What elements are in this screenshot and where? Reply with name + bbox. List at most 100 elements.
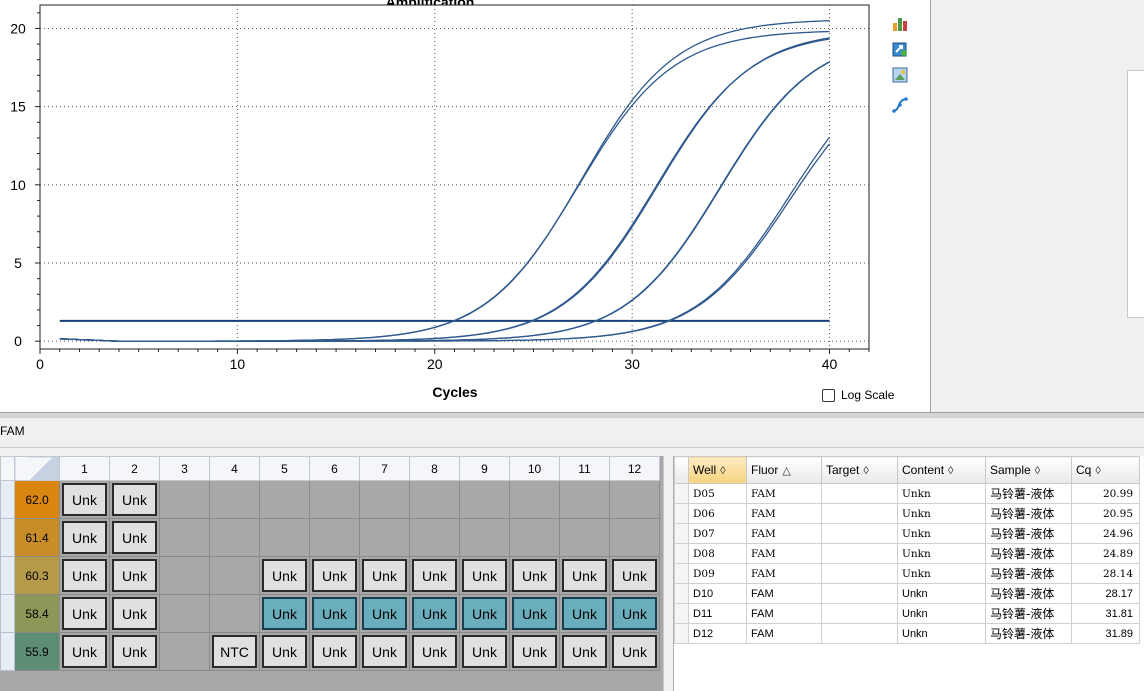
plate-well-cell[interactable] [209,480,260,519]
plate-well[interactable]: Unk [562,635,607,668]
plate-well-cell[interactable]: Unk [359,632,410,671]
plate-well-cell[interactable]: Unk [109,480,160,519]
plate-well-cell[interactable] [409,518,460,557]
plate-row-header[interactable] [0,594,15,633]
plate-well-cell[interactable]: Unk [309,594,360,633]
fluor-tab-fam[interactable]: FAM [0,424,25,438]
sort-icon[interactable]: ◊ [948,465,954,477]
plate-well-cell[interactable]: Unk [359,556,410,595]
plate-well[interactable]: Unk [612,559,657,592]
plate-well-cell[interactable]: Unk [59,480,110,519]
plate-well-cell[interactable]: Unk [259,556,310,595]
sort-icon[interactable]: △ [782,465,791,477]
plate-well-cell[interactable]: Unk [559,556,610,595]
plate-column-header[interactable]: 12 [609,456,660,481]
plate-well-cell[interactable]: Unk [359,594,410,633]
plate-well[interactable]: Unk [312,635,357,668]
plate-well[interactable]: Unk [512,559,557,592]
plate-well-cell[interactable]: Unk [309,632,360,671]
plate-well[interactable]: Unk [312,559,357,592]
plate-well[interactable]: Unk [612,635,657,668]
plate-well-cell[interactable] [609,518,660,557]
plate-well[interactable]: Unk [62,597,107,630]
plate-well[interactable]: Unk [312,597,357,630]
results-select-header[interactable] [674,456,689,484]
bar-chart-icon[interactable] [891,14,909,32]
plate-well-cell[interactable]: Unk [459,556,510,595]
plate-well[interactable]: Unk [62,521,107,554]
plate-row-header[interactable] [0,518,15,557]
plate-column-header[interactable]: 9 [459,456,510,481]
results-column-header[interactable]: Cq ◊ [1071,456,1140,484]
plate-well[interactable]: Unk [462,635,507,668]
plate-well[interactable]: Unk [262,597,307,630]
plate-well[interactable]: NTC [212,635,257,668]
plate-well[interactable]: Unk [112,483,157,516]
plate-well[interactable]: Unk [512,635,557,668]
plate-well-cell[interactable] [509,480,560,519]
plate-well[interactable]: Unk [562,597,607,630]
plate-well-cell[interactable]: Unk [509,556,560,595]
results-column-header[interactable]: Target ◊ [821,456,898,484]
plate-well[interactable]: Unk [112,559,157,592]
plate-well-cell[interactable]: Unk [59,556,110,595]
results-column-header[interactable]: Content ◊ [897,456,986,484]
row-selector[interactable] [674,503,689,524]
plate-well-cell[interactable] [359,480,410,519]
tool-top-icon[interactable] [891,0,909,8]
plate-well-cell[interactable] [409,480,460,519]
sort-icon[interactable]: ◊ [863,465,869,477]
sort-icon[interactable]: ◊ [1095,465,1101,477]
plate-well[interactable]: Unk [62,559,107,592]
row-selector[interactable] [674,563,689,584]
plate-well-cell[interactable] [259,480,310,519]
results-row[interactable]: D12 FAM Unkn 马铃薯-液体 31.89 [674,623,1140,644]
plate-well-cell[interactable]: Unk [459,632,510,671]
plate-well-cell[interactable] [159,594,210,633]
plate-well-cell[interactable] [209,594,260,633]
row-selector[interactable] [674,483,689,504]
plate-well[interactable]: Unk [262,635,307,668]
plate-well-cell[interactable] [459,480,510,519]
plate-well-cell[interactable] [559,518,610,557]
plate-well-cell[interactable] [359,518,410,557]
panel-splitter[interactable] [0,412,1144,418]
plate-well[interactable]: Unk [512,597,557,630]
plate-well[interactable]: Unk [562,559,607,592]
log-scale-toggle[interactable]: Log Scale [822,388,894,402]
plate-well[interactable]: Unk [612,597,657,630]
plate-well[interactable]: Unk [112,521,157,554]
plate-row-header[interactable] [0,556,15,595]
plate-well[interactable]: Unk [412,597,457,630]
plate-well-cell[interactable]: Unk [309,556,360,595]
results-column-header[interactable]: Sample ◊ [985,456,1072,484]
plate-well-cell[interactable]: Unk [609,556,660,595]
results-column-header[interactable]: Fluor △ [746,456,822,484]
plate-well-cell[interactable] [559,480,610,519]
plate-well-cell[interactable]: Unk [259,632,310,671]
plate-well-cell[interactable]: Unk [109,518,160,557]
plate-column-header[interactable]: 2 [109,456,160,481]
plate-well-cell[interactable] [159,632,210,671]
plate-well[interactable]: Unk [462,597,507,630]
plate-well-cell[interactable] [209,556,260,595]
plate-well[interactable]: Unk [412,635,457,668]
plate-row-header[interactable] [0,480,15,519]
row-selector[interactable] [674,583,689,604]
plate-scrollbar[interactable] [663,456,673,691]
results-row[interactable]: D11 FAM Unkn 马铃薯-液体 31.81 [674,603,1140,624]
plate-well-cell[interactable]: Unk [409,594,460,633]
plate-well[interactable]: Unk [462,559,507,592]
plate-column-header[interactable]: 4 [209,456,260,481]
curve-icon[interactable] [891,96,909,114]
results-row[interactable]: D06 FAM Unkn 马铃薯-液体 20.95 [674,503,1140,524]
plate-corner-cell[interactable] [14,456,60,481]
row-selector[interactable] [674,523,689,544]
plate-well-cell[interactable]: Unk [109,556,160,595]
plate-column-header[interactable]: 8 [409,456,460,481]
plate-well[interactable]: Unk [362,635,407,668]
plate-well[interactable]: Unk [412,559,457,592]
plate-well-cell[interactable] [159,518,210,557]
log-scale-checkbox[interactable] [822,388,835,402]
plate-well-cell[interactable]: Unk [609,594,660,633]
